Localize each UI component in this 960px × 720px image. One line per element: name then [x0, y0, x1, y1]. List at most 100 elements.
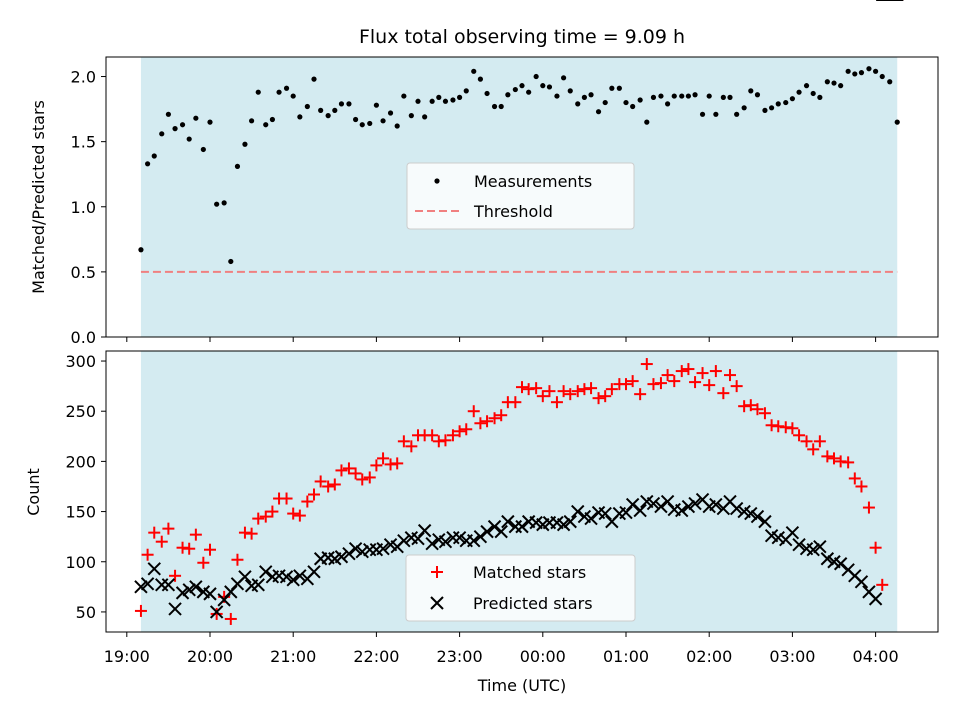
- measurement-point: [304, 103, 310, 110]
- matched-point: [738, 400, 751, 413]
- measurement-point: [685, 93, 692, 99]
- measurement-point: [692, 92, 698, 98]
- matched-point: [813, 435, 826, 448]
- predicted-point: [140, 577, 155, 591]
- measurement-point: [145, 161, 151, 167]
- matched-point: [474, 417, 487, 430]
- predicted-point: [480, 524, 494, 539]
- matched-point: [564, 388, 577, 401]
- predicted-point: [750, 509, 765, 524]
- predicted-point: [813, 539, 827, 554]
- measurement-point: [762, 107, 768, 113]
- measurement-point: [866, 66, 872, 72]
- legend-label-matched: Matched stars: [473, 563, 586, 582]
- predicted-point: [675, 503, 689, 518]
- bottom-x-axis: 19:00 20:00 21:00 22:00 23:00 00:00 01:00 02:00…: [104, 632, 899, 666]
- measurement-point: [789, 96, 796, 102]
- predicted-point: [758, 514, 772, 529]
- measurement-point: [658, 93, 664, 99]
- measurement-point: [338, 101, 345, 107]
- measurement-point: [332, 107, 338, 113]
- matched-point: [238, 526, 251, 539]
- predicted-point: [397, 533, 411, 548]
- matched-point: [807, 443, 820, 456]
- measurement-point: [810, 90, 816, 97]
- measurement-point: [637, 97, 643, 103]
- top-y-tick-label: 1.5: [71, 133, 96, 152]
- matched-point: [460, 423, 473, 436]
- predicted-point: [417, 523, 432, 538]
- bottom-axes-frame: [105, 350, 939, 633]
- measurement-point: [450, 97, 456, 103]
- measurement-point: [415, 98, 421, 104]
- predicted-point: [355, 545, 369, 559]
- measurement-point: [852, 71, 858, 77]
- matched-point: [509, 396, 522, 409]
- measurement-point: [172, 126, 178, 132]
- matched-point: [266, 505, 279, 518]
- measurement-point: [796, 89, 802, 95]
- measurement-point: [367, 120, 373, 127]
- matched-point: [550, 396, 563, 409]
- matched-point: [210, 607, 223, 620]
- top-y-tick-label: 2.0: [71, 68, 96, 87]
- measurement-point: [741, 105, 747, 111]
- matched-point: [793, 429, 806, 442]
- predicted-point: [279, 570, 294, 584]
- x-tick-label: 19:00: [104, 647, 150, 666]
- measurement-point: [221, 200, 227, 206]
- matched-point: [259, 510, 272, 523]
- measurement-point: [616, 85, 622, 91]
- measurement-point: [838, 83, 844, 89]
- matched-point: [536, 390, 549, 403]
- predicted-point: [625, 497, 640, 512]
- measurement-point: [783, 99, 789, 106]
- matched-point: [772, 420, 785, 433]
- matched-point: [342, 462, 355, 475]
- matched-point: [647, 378, 660, 391]
- measurement-point: [325, 113, 331, 119]
- matched-stars-series: [134, 0, 904, 625]
- top-y-tick-label: 1.0: [71, 198, 96, 217]
- predicted-point: [584, 511, 598, 526]
- predicted-point: [438, 534, 453, 549]
- measurement-point: [817, 94, 823, 100]
- matched-point: [834, 455, 847, 468]
- matched-point: [689, 376, 702, 389]
- measurement-point: [831, 80, 837, 86]
- predicted-point: [501, 514, 515, 529]
- matched-point: [231, 553, 244, 566]
- matched-point: [356, 473, 369, 486]
- predicted-point: [161, 578, 176, 592]
- predicted-point: [293, 569, 307, 583]
- bottom-y-tick-label: 150: [65, 503, 96, 522]
- predicted-point: [868, 592, 883, 606]
- measurement-point: [165, 111, 171, 117]
- legend-marker-matched: [431, 566, 443, 578]
- bottom-y-axis: 50 100 150 200 250 300: [65, 352, 106, 622]
- measurement-point: [179, 122, 186, 128]
- top-legend: Measurements Threshold: [406, 162, 635, 230]
- matched-point: [876, 578, 889, 591]
- measurement-point: [422, 114, 428, 120]
- matched-point: [370, 459, 383, 472]
- matched-point: [384, 458, 397, 471]
- top-y-axis-label: Matched/Predicted stars: [29, 100, 48, 294]
- matched-point: [488, 412, 501, 425]
- measurement-point: [879, 73, 885, 80]
- matched-point: [571, 385, 584, 398]
- matched-point: [842, 456, 855, 469]
- measurements-series: [138, 66, 900, 265]
- measurement-point: [775, 101, 781, 107]
- measurement-point: [602, 99, 608, 106]
- x-tick-label: 02:00: [686, 647, 732, 666]
- measurement-point: [803, 83, 810, 89]
- matched-point: [855, 480, 868, 493]
- matched-point: [758, 407, 771, 420]
- predicted-point: [744, 506, 758, 521]
- measurement-point: [290, 93, 296, 99]
- predicted-point: [654, 499, 668, 514]
- measurement-point: [713, 111, 719, 117]
- predicted-point: [348, 541, 363, 556]
- predicted-point: [425, 536, 439, 551]
